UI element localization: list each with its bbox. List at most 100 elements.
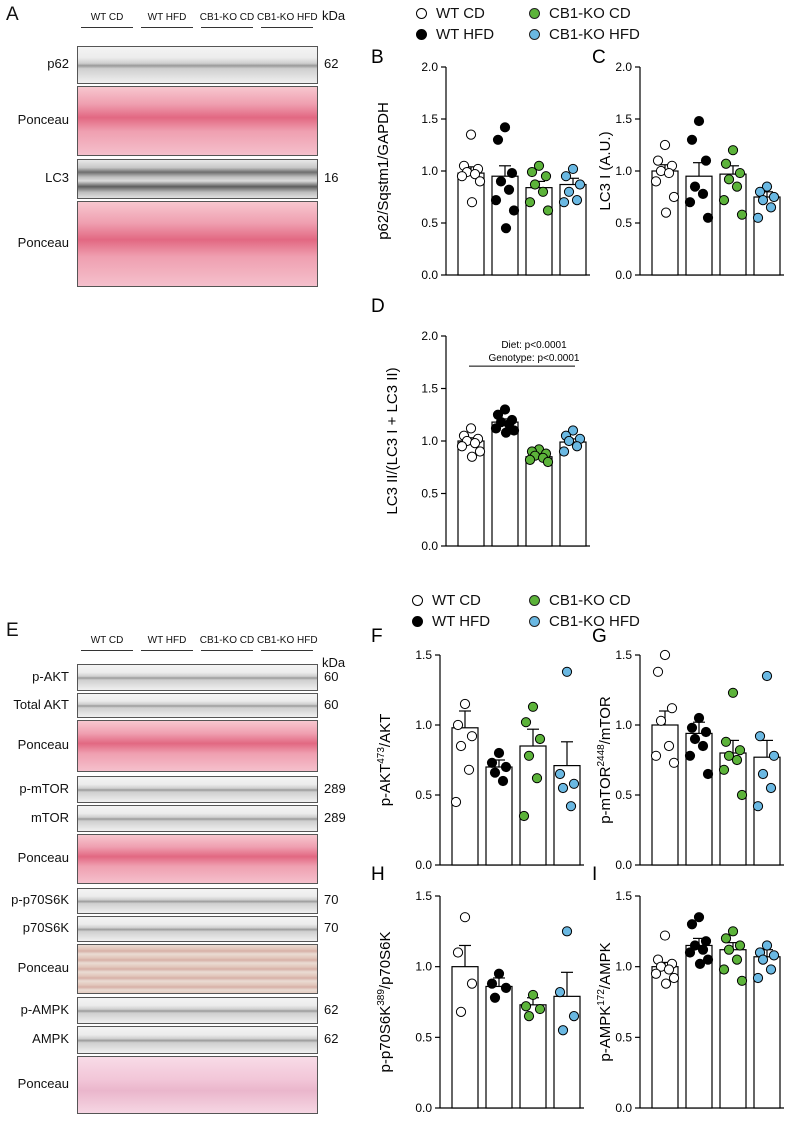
legend-marker	[529, 28, 540, 40]
bar	[553, 995, 581, 1109]
data-point	[524, 454, 536, 465]
data-point	[558, 446, 570, 457]
blot-group-label: CB1-KO CD	[199, 635, 255, 646]
y-tick-label: 0.0	[615, 1101, 632, 1115]
data-point	[469, 438, 481, 449]
blot-group-underline	[261, 27, 313, 28]
y-axis-label-part: 473	[376, 747, 387, 764]
panel-letter-b: B	[371, 47, 384, 68]
data-point	[731, 954, 743, 965]
y-axis-label-part: p-AKT	[377, 764, 394, 807]
data-point	[500, 223, 512, 234]
blot-group-label: WT CD	[90, 635, 124, 646]
data-point	[500, 761, 512, 773]
data-point	[492, 134, 504, 145]
blot-strip-p70s6k	[77, 916, 318, 942]
data-point	[761, 940, 773, 951]
blot-label: p-AMPK	[20, 1001, 69, 1017]
blot-kda-value: 289	[324, 809, 346, 825]
data-point	[499, 122, 511, 133]
legend-label: WT CD	[432, 592, 481, 609]
data-point	[571, 195, 583, 206]
bar	[451, 727, 479, 866]
y-tick-label: 0.5	[615, 216, 632, 230]
data-point	[523, 750, 535, 761]
data-point	[700, 155, 712, 166]
data-point	[652, 666, 664, 677]
data-point	[731, 181, 743, 192]
data-point	[490, 195, 502, 206]
data-point	[727, 926, 739, 937]
data-point	[723, 750, 735, 761]
blot-group-underline	[201, 27, 253, 28]
y-tick-label: 0.5	[415, 1030, 432, 1044]
data-point	[520, 1001, 532, 1012]
data-point	[757, 954, 769, 965]
legend-marker	[529, 615, 540, 627]
data-point	[752, 801, 764, 812]
panel-letter-i: I	[592, 864, 597, 885]
data-point	[561, 926, 573, 937]
data-point	[652, 155, 664, 166]
data-point	[727, 145, 739, 156]
bar	[559, 441, 587, 547]
y-axis-label: p-mTOR2448/mTOR	[596, 696, 614, 824]
panel-letter-g: G	[592, 626, 607, 647]
data-point	[718, 764, 730, 775]
blot-label: Ponceau	[17, 960, 69, 975]
blot-label: p-AKT	[32, 668, 69, 684]
data-point	[655, 715, 667, 726]
blot-kda-value: 16	[324, 170, 339, 185]
data-point	[660, 207, 672, 218]
data-point	[490, 423, 502, 434]
data-point	[702, 768, 714, 780]
y-tick-label: 0.0	[415, 1101, 432, 1115]
data-point	[561, 666, 573, 677]
legend-marker	[416, 28, 427, 40]
data-point	[697, 740, 709, 752]
data-point	[497, 775, 509, 787]
blot-label: p-mTOR	[19, 780, 69, 796]
y-tick-label: 0.5	[421, 487, 438, 501]
blot-strip-ponceau	[77, 1056, 318, 1114]
data-point	[486, 757, 498, 768]
blot-strip-ponceau	[77, 944, 318, 994]
blot-strip-ponceau	[77, 834, 318, 884]
blot-label: p70S6K	[22, 920, 69, 935]
blot-group-label: CB1-KO CD	[199, 12, 255, 23]
y-axis-label-part: p-mTOR	[597, 766, 614, 823]
data-point	[697, 188, 709, 199]
data-point	[757, 768, 769, 780]
legend-label: CB1-KO HFD	[549, 26, 640, 43]
y-axis-label-part: /AKT	[377, 714, 394, 747]
data-point	[567, 425, 579, 436]
data-point	[542, 456, 554, 468]
data-point	[731, 754, 743, 766]
data-point	[533, 160, 545, 171]
y-axis-label-part: /mTOR	[597, 696, 614, 744]
data-point	[469, 169, 481, 180]
bar	[519, 745, 547, 866]
legend-label: WT HFD	[436, 26, 495, 43]
legend-marker	[529, 7, 540, 19]
data-point	[752, 212, 764, 223]
panel-a-letter: A	[6, 4, 19, 25]
y-tick-label: 0.0	[421, 268, 438, 282]
y-tick-label: 1.5	[421, 112, 438, 126]
data-point	[455, 1006, 467, 1017]
y-tick-label: 1.0	[421, 434, 438, 448]
panel-letter-f: F	[371, 626, 383, 647]
blot-kda-value: 62	[324, 1031, 339, 1046]
blot-group-underline	[261, 650, 313, 651]
data-point	[554, 987, 566, 998]
data-point	[500, 982, 512, 993]
blot-label: mTOR	[30, 809, 69, 825]
y-axis-label: p-AMPK172/AMPK	[596, 942, 614, 1061]
data-point	[650, 750, 662, 761]
data-point	[702, 954, 714, 965]
data-point	[754, 186, 766, 197]
data-point	[768, 950, 780, 961]
blot-label: Ponceau	[17, 737, 69, 752]
y-tick-label: 0.5	[421, 216, 438, 230]
data-point	[558, 197, 570, 208]
